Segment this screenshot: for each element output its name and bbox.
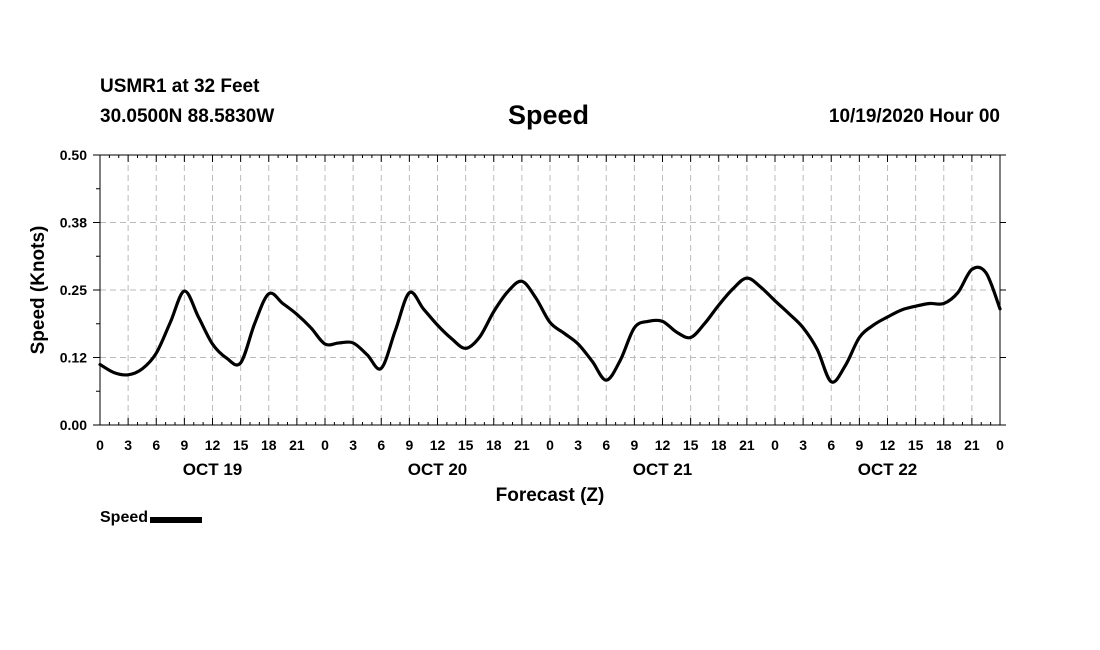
chart-title: Speed [508,100,590,130]
x-tick-label: 18 [936,437,952,453]
x-tick-label: 18 [486,437,502,453]
coordinates-label: 30.0500N 88.5830W [100,106,275,127]
x-tick-label: 15 [908,437,924,453]
x-tick-label: 12 [880,437,896,453]
x-tick-label: 12 [655,437,671,453]
x-tick-label: 6 [152,437,160,453]
x-tick-label: 12 [430,437,446,453]
x-tick-label: 21 [514,437,530,453]
x-tick-label: 0 [96,437,104,453]
y-tick-label: 0.12 [60,350,87,366]
grid-lines [100,155,1000,425]
x-tick-label: 18 [261,437,277,453]
x-tick-label: 15 [683,437,699,453]
x-tick-label: 9 [180,437,188,453]
x-tick-label: 18 [711,437,727,453]
x-tick-label: 6 [827,437,835,453]
y-tick-label: 0.50 [60,147,87,163]
x-tick-label: 0 [546,437,554,453]
x-tick-label: 9 [405,437,413,453]
x-tick-label: 0 [996,437,1004,453]
y-axis-label: Speed (Knots) [28,226,49,355]
x-tick-label: 15 [233,437,249,453]
y-tick-label: 0.38 [60,215,87,231]
forecast-timestamp: 10/19/2020 Hour 00 [828,106,1000,127]
x-tick-label: 6 [602,437,610,453]
x-tick-label: 21 [289,437,305,453]
x-tick-label: 0 [771,437,779,453]
series-layer [98,265,1002,384]
legend: Speed [100,509,203,527]
x-tick-label: 3 [574,437,582,453]
day-label: OCT 22 [858,460,918,479]
day-label: OCT 20 [408,460,468,479]
x-tick-label: 9 [855,437,863,453]
station-label: USMR1 at 32 Feet [100,76,260,97]
day-label: OCT 19 [183,460,243,479]
y-tick-label: 0.00 [60,417,87,433]
legend-line-swatch [150,517,203,523]
x-tick-label: 21 [739,437,755,453]
x-tick-label: 9 [630,437,638,453]
x-tick-label: 3 [349,437,357,453]
tick-labels: 0 3 6 9 12 15 18 21 0 3 6 9 12 15 18 21 0 3 6 9 12 15 18 21 0 3 6 9… [60,147,1004,479]
speed-series-line [98,265,1002,384]
day-label: OCT 21 [633,460,693,479]
x-tick-label: 3 [124,437,132,453]
x-axis-label: Forecast (Z) [496,485,605,506]
x-tick-label: 0 [321,437,329,453]
x-tick-label: 21 [964,437,980,453]
x-tick-label: 6 [377,437,385,453]
x-tick-label: 15 [458,437,474,453]
x-tick-label: 12 [205,437,221,453]
x-tick-label: 3 [799,437,807,453]
legend-label: Speed [100,509,149,526]
plot-frame [99,154,1001,426]
y-tick-label: 0.25 [60,282,87,298]
